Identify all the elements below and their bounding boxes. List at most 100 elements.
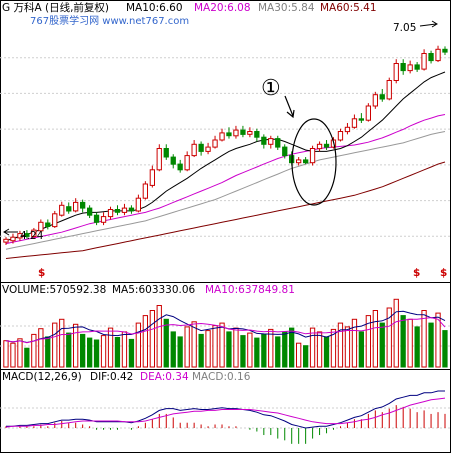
candle-up [421,53,427,70]
candle-down [323,143,330,148]
candle-up [149,169,155,186]
marker-one: ① [261,76,281,101]
candle-up [247,131,253,135]
candle-up [407,64,413,72]
volume-bar-up [205,330,211,368]
volume-bar-down [358,331,365,368]
volume-bar-down [114,337,121,368]
volume-bar-down [379,322,385,368]
candle-down [400,63,406,72]
volume-bar-up [386,307,392,368]
volume-bar-down [87,337,93,368]
candle-down [261,136,267,145]
volume-bar-up [191,321,197,368]
volume-bar-up [38,328,44,368]
dividend-marker-1: $ [38,267,45,279]
volume-bar-up [316,331,323,368]
candle-up [10,236,16,242]
volume-ma10-line [5,317,446,344]
volume-ma5-label: MA5:603330.06 [112,284,196,296]
candle-up [365,105,372,121]
volume-bar-up [121,331,128,368]
volume-bar-up [184,326,190,368]
chart-title: G 万科A (日线,前复权) [2,1,109,14]
candle-down [428,53,434,62]
candle-down [442,48,448,53]
low-price-label: 4.24 [20,230,44,242]
volume-label: VOLUME:570592.38 [2,284,106,296]
volume-bar-up [73,323,79,368]
ma20-polyline [5,114,446,245]
candle-down [93,214,100,223]
candle-up [393,63,399,81]
candle-up [212,139,218,148]
volume-bar-up [17,338,23,368]
volume-bar-up [393,298,399,368]
volume-bar-up [135,322,141,368]
candle-up [73,201,79,212]
volume-bar-up [212,325,218,368]
candle-down [254,131,260,138]
volume-bar-up [3,340,9,368]
dea-line [5,397,446,428]
volume-bar-up [372,310,379,368]
volume-bar-down [442,330,448,368]
volume-bar-up [59,318,65,368]
candle-down [80,201,86,209]
ma60-label: MA60:5.41 [320,2,377,14]
candle-down [198,143,204,152]
volume-bar-up [337,322,344,368]
dea-label: DEA:0.34 [140,371,189,383]
volume-bar-down [428,322,434,368]
candle-up [351,118,358,128]
volume-bar-up [330,328,337,368]
volume-bar-up [107,327,114,368]
volume-bar-up [421,310,427,368]
volume-bar-down [24,347,30,368]
candlesticks [3,45,448,245]
candle-up [205,146,211,152]
volume-bar-down [93,339,100,368]
volume-bar-up [31,333,37,368]
candle-up [435,48,441,62]
volume-bar-up [268,328,274,368]
high-price-label: 7.05 [393,22,416,34]
volume-bar-up [149,310,155,368]
volume-bar-down [163,318,169,368]
volume-bar-up [52,322,58,368]
volume-bar-down [177,336,183,368]
volume-bar-up [296,342,302,368]
candle-down [45,222,51,227]
candle-up [344,126,351,133]
macd-label: MACD(12,26,9) [2,371,82,383]
volume-bar-up [142,315,148,368]
candle-up [100,216,107,223]
watermark: 767股票学习网 www.net767.com [30,14,189,27]
volume-bar-up [407,318,413,368]
volume-bar-down [400,315,406,368]
volume-bar-up [156,305,162,368]
volume-bar-down [170,331,176,368]
volume-bar-up [344,326,351,368]
volume-bar-down [261,333,267,368]
macd-value-label: MACD:0.16 [192,371,251,383]
volume-ma5-line [5,310,446,344]
candle-down [163,148,169,158]
candle-up [386,80,392,100]
volume-bar-down [66,332,72,368]
candle-up [59,204,65,216]
candle-up [38,221,44,232]
candle-up [3,238,9,243]
dif-polyline [6,390,445,429]
candle-down [226,132,232,137]
volume-bar-down [128,338,135,368]
volume-bar-up [233,327,239,368]
macd-histogram [5,405,446,444]
ma20-label: MA20:6.08 [194,2,251,14]
volume-bar-down [198,333,204,368]
candle-down [379,94,385,100]
volume-bar-up [351,318,358,368]
volume-bar-up [365,315,372,368]
